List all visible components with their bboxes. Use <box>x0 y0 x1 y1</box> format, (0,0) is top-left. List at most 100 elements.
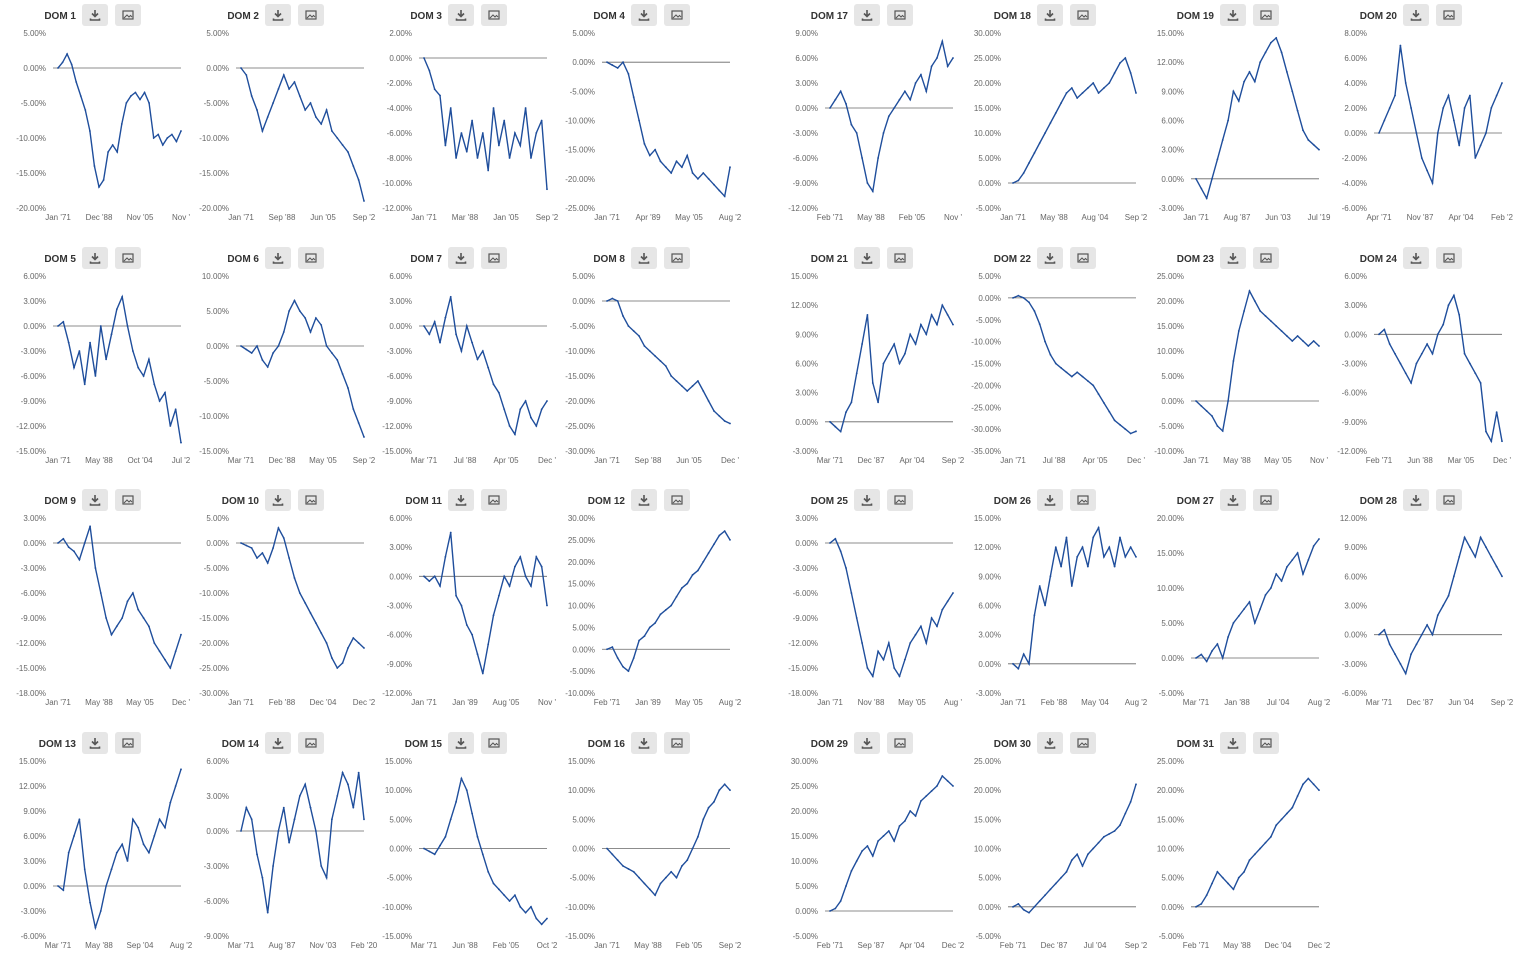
image-button[interactable] <box>115 732 141 754</box>
download-button[interactable] <box>448 489 474 511</box>
image-button[interactable] <box>664 4 690 26</box>
data-point <box>1248 859 1251 862</box>
image-button[interactable] <box>1253 4 1279 26</box>
download-button[interactable] <box>1220 4 1246 26</box>
download-button[interactable] <box>854 489 880 511</box>
download-button[interactable] <box>1220 247 1246 269</box>
image-button[interactable] <box>1070 732 1096 754</box>
x-tick-label: Dec ' <box>1493 456 1511 465</box>
image-button[interactable] <box>115 489 141 511</box>
image-button[interactable] <box>481 489 507 511</box>
data-point <box>1044 132 1046 134</box>
y-tick-label: 0.00% <box>795 104 818 113</box>
image-button[interactable] <box>298 4 324 26</box>
download-button[interactable] <box>631 489 657 511</box>
download-button[interactable] <box>1403 489 1429 511</box>
image-button[interactable] <box>1253 247 1279 269</box>
data-point <box>861 343 863 345</box>
image-button[interactable] <box>1070 4 1096 26</box>
data-point <box>616 300 619 302</box>
y-tick-label: 0.00% <box>978 179 1001 188</box>
download-button[interactable] <box>1403 247 1429 269</box>
image-button[interactable] <box>481 4 507 26</box>
image-button[interactable] <box>887 4 913 26</box>
download-button[interactable] <box>854 732 880 754</box>
download-button[interactable] <box>631 247 657 269</box>
y-tick-label: -9.00% <box>1342 418 1367 427</box>
image-button[interactable] <box>1436 247 1462 269</box>
image-button[interactable] <box>887 489 913 511</box>
download-button[interactable] <box>448 732 474 754</box>
download-button[interactable] <box>265 4 291 26</box>
data-point <box>680 865 683 867</box>
x-tick-label: Mar '88 <box>452 213 479 222</box>
download-button[interactable] <box>265 732 291 754</box>
download-button[interactable] <box>1037 247 1063 269</box>
image-button[interactable] <box>298 732 324 754</box>
data-point <box>1022 296 1025 299</box>
data-point <box>481 672 484 675</box>
image-button[interactable] <box>298 489 324 511</box>
y-tick-label: 9.00% <box>978 572 1001 581</box>
series-line <box>1378 535 1503 676</box>
image-button[interactable] <box>887 732 913 754</box>
data-point <box>131 592 134 594</box>
image-button[interactable] <box>115 4 141 26</box>
image-button[interactable] <box>887 247 913 269</box>
download-button[interactable] <box>448 4 474 26</box>
download-button[interactable] <box>1220 732 1246 754</box>
data-point <box>1070 585 1073 587</box>
download-button[interactable] <box>854 247 880 269</box>
download-button[interactable] <box>82 489 108 511</box>
data-point <box>1269 41 1272 44</box>
download-button[interactable] <box>82 247 108 269</box>
data-point <box>250 352 253 354</box>
data-point <box>898 362 901 365</box>
series-line <box>423 296 548 437</box>
download-button[interactable] <box>82 4 108 26</box>
data-point <box>697 380 699 382</box>
download-button[interactable] <box>631 732 657 754</box>
download-button[interactable] <box>448 247 474 269</box>
download-button[interactable] <box>1037 489 1063 511</box>
image-button[interactable] <box>1436 4 1462 26</box>
data-point <box>174 650 177 653</box>
y-tick-label: 0.00% <box>23 539 46 548</box>
data-point <box>266 366 269 368</box>
download-button[interactable] <box>1037 732 1063 754</box>
image-button[interactable] <box>1436 489 1462 511</box>
image-button[interactable] <box>1070 489 1096 511</box>
data-point <box>487 366 490 369</box>
download-button[interactable] <box>854 4 880 26</box>
data-point <box>508 157 511 159</box>
data-point <box>1458 144 1461 147</box>
y-tick-label: -30.00% <box>565 447 595 456</box>
y-tick-label: -12.00% <box>382 689 412 698</box>
image-button[interactable] <box>481 247 507 269</box>
data-point <box>1296 552 1299 554</box>
image-button[interactable] <box>298 247 324 269</box>
download-button[interactable] <box>265 489 291 511</box>
image-button[interactable] <box>664 247 690 269</box>
data-point <box>1124 812 1127 815</box>
download-button[interactable] <box>82 732 108 754</box>
data-point <box>476 653 479 656</box>
image-button[interactable] <box>481 732 507 754</box>
data-point <box>723 195 726 198</box>
image-button[interactable] <box>1253 489 1279 511</box>
download-button[interactable] <box>1403 4 1429 26</box>
x-tick-label: Jun '03 <box>1265 213 1291 222</box>
image-button[interactable] <box>1070 247 1096 269</box>
download-button[interactable] <box>1037 4 1063 26</box>
download-button[interactable] <box>1220 489 1246 511</box>
x-tick-label: Jan '71 <box>1183 213 1209 222</box>
download-button[interactable] <box>265 247 291 269</box>
download-button[interactable] <box>631 4 657 26</box>
image-button[interactable] <box>664 732 690 754</box>
image-button[interactable] <box>115 247 141 269</box>
image-button[interactable] <box>1253 732 1279 754</box>
y-tick-label: 9.00% <box>795 29 818 38</box>
image-button[interactable] <box>664 489 690 511</box>
data-point <box>314 622 317 624</box>
data-point <box>893 107 896 109</box>
